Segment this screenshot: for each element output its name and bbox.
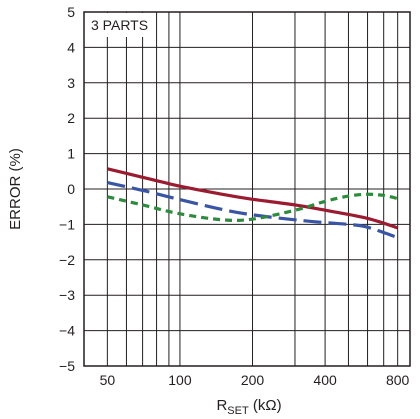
x-axis-title-tail: (kΩ) [249, 397, 282, 414]
series-line-2 [107, 181, 399, 240]
x-tick-label: 400 [313, 372, 337, 388]
y-tick-label: −3 [59, 287, 75, 303]
y-tick-label: 2 [67, 110, 75, 126]
y-tick-label: 5 [67, 4, 75, 20]
x-axis-title: RSET (kΩ) [216, 397, 281, 417]
y-tick-label: 0 [67, 181, 75, 197]
y-tick-label: −5 [59, 358, 75, 374]
y-tick-label: −1 [59, 216, 75, 232]
x-tick-label: 800 [386, 372, 410, 388]
series-line-1 [107, 167, 399, 230]
y-tick-label: −4 [59, 323, 75, 339]
x-axis-title-subscript: SET [227, 405, 249, 417]
series-line-3 [107, 192, 399, 222]
x-tick-label: 100 [168, 372, 192, 388]
y-tick-label: 4 [67, 39, 75, 55]
y-tick-label: −2 [59, 252, 75, 268]
x-axis-title-main: R [216, 397, 227, 414]
plot-frame [83, 11, 411, 367]
y-tick-labels: 5 4 3 2 1 0 −1 −2 −3 −4 −5 [59, 4, 75, 374]
y-tick-label: 1 [67, 146, 75, 162]
annotation-box [85, 13, 156, 37]
y-tick-label: 3 [67, 75, 75, 91]
series-group [107, 167, 399, 240]
y-axis-title: ERROR (%) [7, 148, 24, 230]
x-tick-label: 200 [241, 372, 265, 388]
annotation-3-parts: 3 PARTS [91, 17, 148, 33]
x-tick-label: 50 [100, 372, 116, 388]
x-tick-labels: 50 100 200 400 800 [100, 372, 410, 388]
